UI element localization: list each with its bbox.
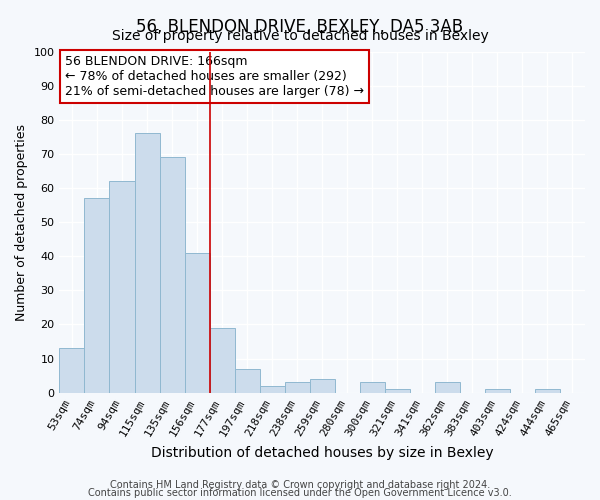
Bar bbox=[209, 328, 235, 392]
Bar bbox=[310, 379, 335, 392]
Text: Contains HM Land Registry data © Crown copyright and database right 2024.: Contains HM Land Registry data © Crown c… bbox=[110, 480, 490, 490]
Text: 56 BLENDON DRIVE: 166sqm
← 78% of detached houses are smaller (292)
21% of semi-: 56 BLENDON DRIVE: 166sqm ← 78% of detach… bbox=[65, 55, 364, 98]
Bar bbox=[85, 198, 109, 392]
Text: Contains public sector information licensed under the Open Government Licence v3: Contains public sector information licen… bbox=[88, 488, 512, 498]
Bar bbox=[284, 382, 310, 392]
Bar bbox=[59, 348, 85, 393]
Text: 56, BLENDON DRIVE, BEXLEY, DA5 3AB: 56, BLENDON DRIVE, BEXLEY, DA5 3AB bbox=[136, 18, 464, 36]
X-axis label: Distribution of detached houses by size in Bexley: Distribution of detached houses by size … bbox=[151, 446, 494, 460]
Bar bbox=[260, 386, 284, 392]
Bar bbox=[435, 382, 460, 392]
Bar bbox=[160, 158, 185, 392]
Bar bbox=[109, 181, 134, 392]
Text: Size of property relative to detached houses in Bexley: Size of property relative to detached ho… bbox=[112, 29, 488, 43]
Bar bbox=[485, 390, 510, 392]
Bar bbox=[134, 134, 160, 392]
Bar bbox=[185, 253, 209, 392]
Y-axis label: Number of detached properties: Number of detached properties bbox=[15, 124, 28, 320]
Bar bbox=[235, 369, 260, 392]
Bar bbox=[385, 390, 410, 392]
Bar bbox=[535, 390, 560, 392]
Bar bbox=[360, 382, 385, 392]
